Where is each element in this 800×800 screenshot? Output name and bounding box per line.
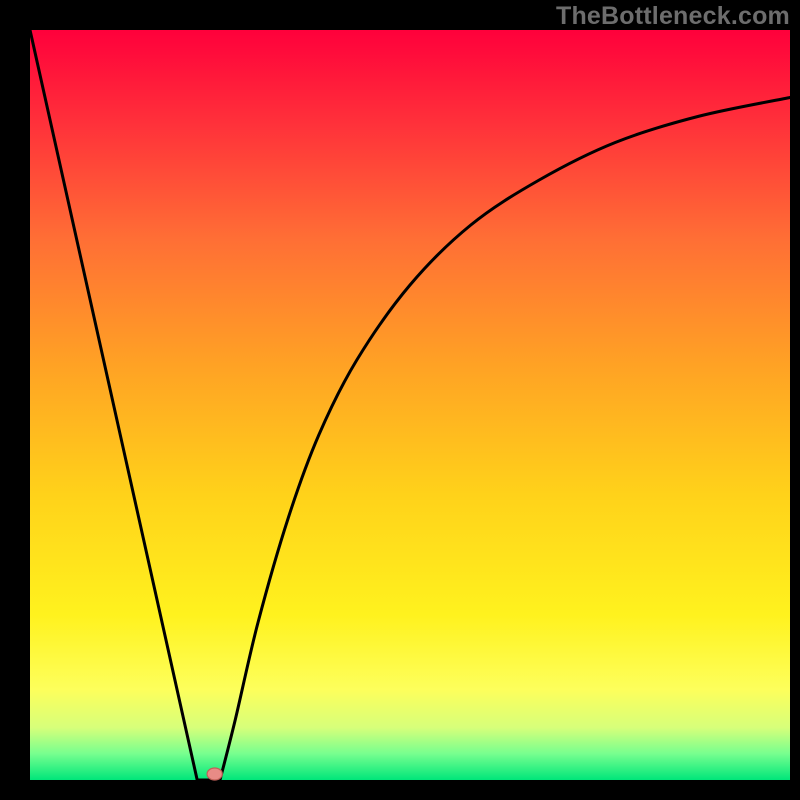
bottleneck-chart-svg — [0, 0, 800, 800]
chart-frame: TheBottleneck.com — [0, 0, 800, 800]
optimum-marker — [207, 768, 222, 780]
plot-background — [30, 30, 790, 780]
watermark-text: TheBottleneck.com — [556, 2, 790, 31]
